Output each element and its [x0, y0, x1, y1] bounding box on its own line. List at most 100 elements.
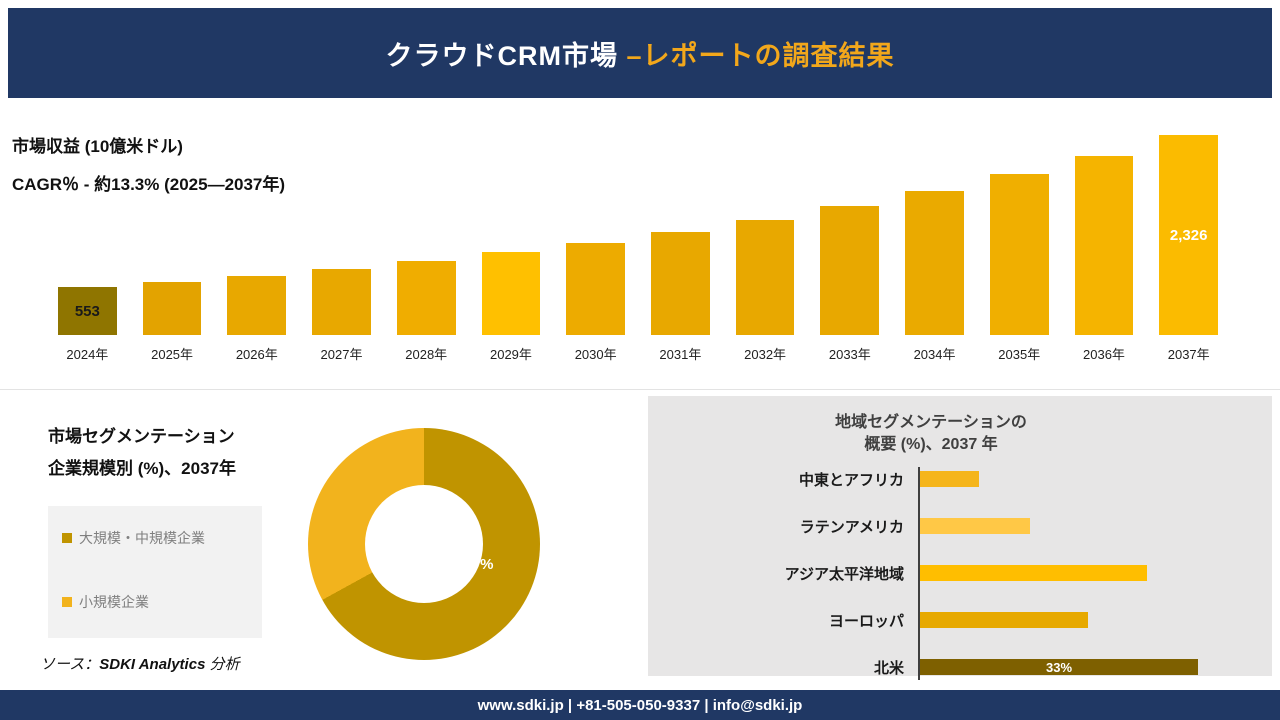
footer-email-link[interactable]: info@sdki.jp	[712, 696, 803, 714]
bar-category-label: 2026年	[235, 347, 278, 362]
revenue-bar-2028年: 2028年	[396, 261, 456, 363]
bar	[820, 206, 880, 335]
bar	[651, 232, 710, 335]
region-title-line2: 概要 (%)、2037 年	[864, 436, 998, 454]
region-label: アジア太平洋地域	[784, 565, 904, 583]
revenue-axis-label: 市場収益 (10億米ドル)	[12, 137, 183, 156]
bottom-section: 市場セグメンテーション 企業規模別 (%)、2037年 大規模・中規模企業 小規…	[0, 396, 1280, 680]
source-note: ソース：SDKI Analytics 分析	[40, 653, 240, 674]
footer-bar: www.sdki.jp | +81-505-050-9337 | info@sd…	[0, 690, 1280, 720]
region-row-2: アジア太平洋地域	[664, 563, 1198, 584]
bar-category-label: 2029年	[489, 347, 532, 362]
bar: 2,326	[1159, 135, 1219, 335]
region-row-3: ヨーロッパ	[664, 610, 1198, 631]
bar-category-label: 2035年	[998, 347, 1041, 362]
bar-category-label: 2024年	[66, 347, 109, 362]
donut-percent-label: 67%	[463, 555, 494, 573]
revenue-bar-2024年: 553 2024年	[58, 287, 117, 363]
region-bar	[920, 612, 1089, 629]
header-banner: クラウドCRM市場 –レポートの調査結果	[8, 8, 1272, 98]
page-title-accent: –レポートの調査結果	[626, 40, 895, 71]
bar	[396, 261, 456, 335]
revenue-bar-2036年: 2036年	[1074, 156, 1134, 363]
bar-category-label: 2025年	[151, 347, 194, 362]
legend-item-small-enterprise: 小規模企業	[62, 592, 248, 612]
revenue-bar-chart: 553 2024年 2025年 2026年 2027年 2028年 2029年 2030年 20…	[58, 135, 1219, 363]
bar	[905, 191, 964, 335]
region-bar: 33%	[920, 659, 1198, 676]
revenue-bar-2025年: 2025年	[142, 282, 202, 363]
bar	[142, 282, 202, 335]
region-bar	[920, 518, 1030, 535]
revenue-bar-2034年: 2034年	[905, 191, 964, 363]
source-suffix: 分析	[205, 656, 240, 673]
legend-swatch-light	[62, 597, 72, 607]
bar-category-label: 2027年	[320, 347, 363, 362]
donut-ring	[308, 428, 540, 660]
bar-category-label: 2037年	[1167, 347, 1210, 362]
region-bar-track	[920, 471, 1198, 488]
bar-category-label: 2032年	[744, 347, 787, 362]
footer-site-link[interactable]: www.sdki.jp	[477, 696, 564, 714]
revenue-bar-2027年: 2027年	[312, 269, 371, 363]
bar: 553	[58, 287, 117, 335]
company-size-legend: 大規模・中規模企業 小規模企業	[48, 506, 262, 638]
region-label: ヨーロッパ	[828, 612, 904, 630]
revenue-bar-2032年: 2032年	[735, 220, 795, 363]
region-panel: 地域セグメンテーションの 概要 (%)、2037 年 中東とアフリカ ラテンアメリ…	[648, 396, 1272, 680]
segmentation-title-line1: 市場セグメンテーション	[48, 427, 235, 446]
legend-swatch-dark	[62, 533, 72, 543]
revenue-bar-2033年: 2033年	[820, 206, 880, 363]
bar-category-label: 2036年	[1083, 347, 1125, 362]
bar-category-label: 2030年	[574, 347, 617, 362]
region-title: 地域セグメンテーションの 概要 (%)、2037 年	[664, 412, 1198, 457]
page-title: クラウドCRM市場 –レポートの調査結果	[385, 34, 894, 73]
revenue-bar-2026年: 2026年	[227, 276, 287, 363]
bar	[312, 269, 371, 335]
revenue-section: 市場収益 (10億米ドル) CAGR％ - 約13.3% (2025―2037年…	[0, 98, 1280, 390]
revenue-bar-2030年: 2030年	[566, 243, 626, 363]
bar-value-label: 2,326	[1169, 226, 1208, 244]
bar-value-label: 553	[74, 302, 100, 320]
footer-phone[interactable]: +81-505-050-9337	[576, 696, 701, 714]
legend-item-large-mid-enterprise: 大規模・中規模企業	[62, 528, 248, 548]
segmentation-panel: 市場セグメンテーション 企業規模別 (%)、2037年 大規模・中規模企業 小規…	[0, 396, 644, 676]
region-bar	[920, 565, 1148, 582]
region-bar-track	[920, 565, 1198, 582]
bar-category-label: 2033年	[828, 347, 871, 362]
bar	[481, 252, 541, 335]
bar	[1074, 156, 1134, 335]
region-row-0: 中東とアフリカ	[664, 469, 1198, 490]
revenue-bar-2031年: 2031年	[651, 232, 710, 363]
bar-category-label: 2034年	[913, 347, 956, 362]
bar	[227, 276, 287, 335]
region-bar-track: 33%	[920, 659, 1198, 676]
region-bar	[920, 471, 979, 488]
company-size-donut: 67%	[308, 428, 540, 660]
region-bar-track	[920, 612, 1198, 629]
bar	[989, 174, 1049, 335]
page-title-main: クラウドCRM市場	[385, 40, 627, 71]
revenue-bar-2037年: 2,326 2037年	[1159, 135, 1219, 363]
legend-label: 小規模企業	[79, 594, 149, 610]
source-prefix: ソース：	[40, 656, 100, 673]
source-brand: SDKI Analytics	[99, 656, 206, 673]
region-title-line1: 地域セグメンテーションの	[835, 414, 1027, 431]
bar	[566, 243, 626, 335]
cagr-label: CAGR％ - 約13.3% (2025―2037年)	[12, 175, 286, 194]
region-label: 中東とアフリカ	[798, 471, 904, 489]
legend-label: 大規模・中規模企業	[79, 530, 205, 546]
region-bar-value-label: 33%	[1045, 659, 1073, 675]
bar	[735, 220, 795, 335]
region-bar-track	[920, 518, 1198, 535]
footer-separator: |	[700, 696, 713, 714]
footer-separator: |	[563, 696, 577, 714]
region-label: 北米	[873, 659, 904, 677]
region-label: ラテンアメリカ	[799, 518, 904, 536]
bar-category-label: 2031年	[659, 347, 702, 362]
bar-category-label: 2028年	[405, 347, 448, 362]
segmentation-title-line2: 企業規模別 (%)、2037年	[48, 459, 236, 478]
region-row-4: 北米 33%	[664, 657, 1198, 678]
revenue-bar-2029年: 2029年	[481, 252, 541, 363]
